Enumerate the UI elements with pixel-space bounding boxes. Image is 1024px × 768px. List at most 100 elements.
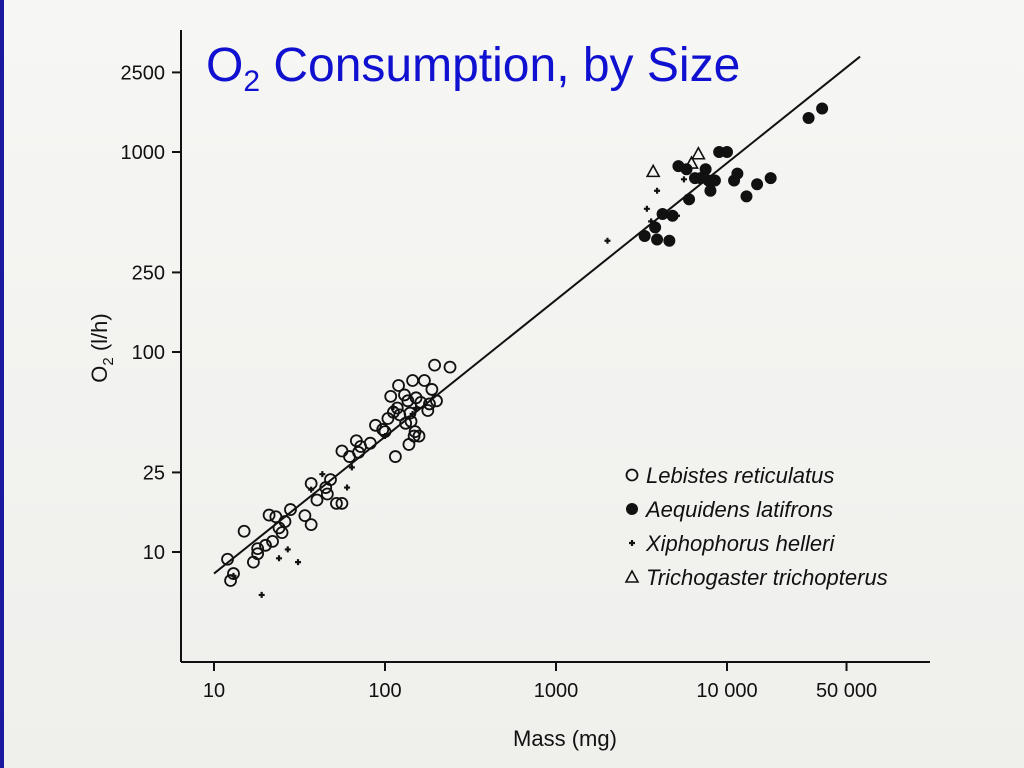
data-point xyxy=(691,146,706,160)
x-tick-label: 100 xyxy=(368,680,401,702)
regression-line xyxy=(213,55,861,575)
data-point xyxy=(388,450,402,463)
data-point xyxy=(428,358,441,372)
data-point xyxy=(708,174,721,187)
series-1 xyxy=(638,102,829,247)
data-point xyxy=(414,395,428,409)
x-tick-label: 1000 xyxy=(534,680,579,702)
data-point xyxy=(409,410,416,417)
data-point xyxy=(344,484,351,491)
data-point xyxy=(310,493,324,507)
data-point xyxy=(663,234,676,247)
data-point xyxy=(230,572,237,579)
data-point xyxy=(412,429,426,443)
legend-marker xyxy=(625,468,639,482)
data-point xyxy=(704,184,717,197)
data-point xyxy=(251,542,265,555)
x-axis-title: Mass (mg) xyxy=(513,726,617,751)
data-point xyxy=(731,167,744,180)
data-point xyxy=(369,418,382,432)
legend-marker xyxy=(624,569,640,583)
data-point xyxy=(324,473,337,487)
data-point xyxy=(308,486,315,493)
data-point xyxy=(430,394,443,408)
data-points xyxy=(221,102,829,598)
data-point xyxy=(227,567,240,580)
data-point xyxy=(656,207,669,220)
title-main: O xyxy=(206,39,244,92)
y-axis-title-sub: 2 xyxy=(100,357,117,365)
y-tick-label: 250 xyxy=(132,262,165,284)
data-point xyxy=(648,218,655,225)
title-rest: Consumption, by Size xyxy=(260,39,741,92)
data-point xyxy=(251,547,265,561)
data-point xyxy=(604,237,611,244)
data-point xyxy=(425,383,439,396)
slide-title: O2 Consumption, by Size xyxy=(206,38,740,99)
data-point xyxy=(645,163,661,178)
data-point xyxy=(335,496,349,510)
y-tick-label: 100 xyxy=(132,342,165,364)
y-tick-label: 2500 xyxy=(121,62,166,84)
title-subscript: 2 xyxy=(243,65,261,98)
data-point xyxy=(284,546,291,553)
y-tick-label: 10 xyxy=(143,542,165,564)
data-point xyxy=(266,534,279,548)
series-3 xyxy=(645,146,706,178)
legend-marker xyxy=(626,503,638,515)
data-point xyxy=(406,374,419,387)
x-tick-label: 10 xyxy=(203,680,225,702)
data-point xyxy=(259,538,272,552)
series-0 xyxy=(221,358,457,587)
data-point xyxy=(816,102,829,115)
data-point xyxy=(654,187,661,194)
data-point xyxy=(348,464,355,471)
data-point xyxy=(335,444,349,458)
data-point xyxy=(384,389,398,403)
data-point xyxy=(392,379,405,392)
data-point xyxy=(363,436,377,450)
data-point xyxy=(684,155,699,169)
data-point xyxy=(401,394,415,408)
legend-label: Aequidens latifrons xyxy=(644,497,833,522)
data-point xyxy=(237,524,251,538)
data-point xyxy=(258,591,265,598)
data-point xyxy=(699,163,712,176)
data-point xyxy=(721,146,733,158)
data-point xyxy=(751,178,764,191)
data-point xyxy=(330,496,343,510)
data-point xyxy=(376,423,390,436)
legend-label: Trichogaster trichopterus xyxy=(646,565,888,590)
legend-marker xyxy=(629,540,635,546)
series-2 xyxy=(230,176,687,598)
data-point xyxy=(295,559,302,566)
slide-left-accent-bar xyxy=(0,0,4,768)
data-point xyxy=(413,404,420,411)
data-point xyxy=(680,163,693,176)
y-ticks: 10 25 100 250 1000 2500 xyxy=(121,62,181,564)
x-tick-label: 10 000 xyxy=(696,680,757,702)
y-axis-title-rest: (l/h) xyxy=(87,313,112,357)
data-point xyxy=(284,503,297,516)
data-point xyxy=(278,515,292,528)
data-point xyxy=(740,190,753,203)
data-point xyxy=(390,404,397,411)
data-point xyxy=(802,111,815,124)
data-point xyxy=(651,233,664,246)
data-point xyxy=(352,445,365,459)
data-point xyxy=(399,416,413,430)
y-tick-label: 1000 xyxy=(121,142,166,164)
chart-legend: Lebistes reticulatus Aequidens latifrons X… xyxy=(624,463,888,590)
y-axis-title-main: O xyxy=(87,366,112,383)
data-point xyxy=(304,518,318,532)
data-point xyxy=(262,508,276,522)
data-point xyxy=(423,397,436,411)
y-axis-title: O2 (l/h) xyxy=(87,313,117,382)
x-tick-label: 50 000 xyxy=(816,680,877,702)
data-point xyxy=(276,555,283,562)
x-ticks: 10 100 1000 10 000 50 000 xyxy=(203,662,877,702)
data-point xyxy=(443,360,457,374)
data-point xyxy=(221,552,234,566)
data-point xyxy=(320,487,334,501)
